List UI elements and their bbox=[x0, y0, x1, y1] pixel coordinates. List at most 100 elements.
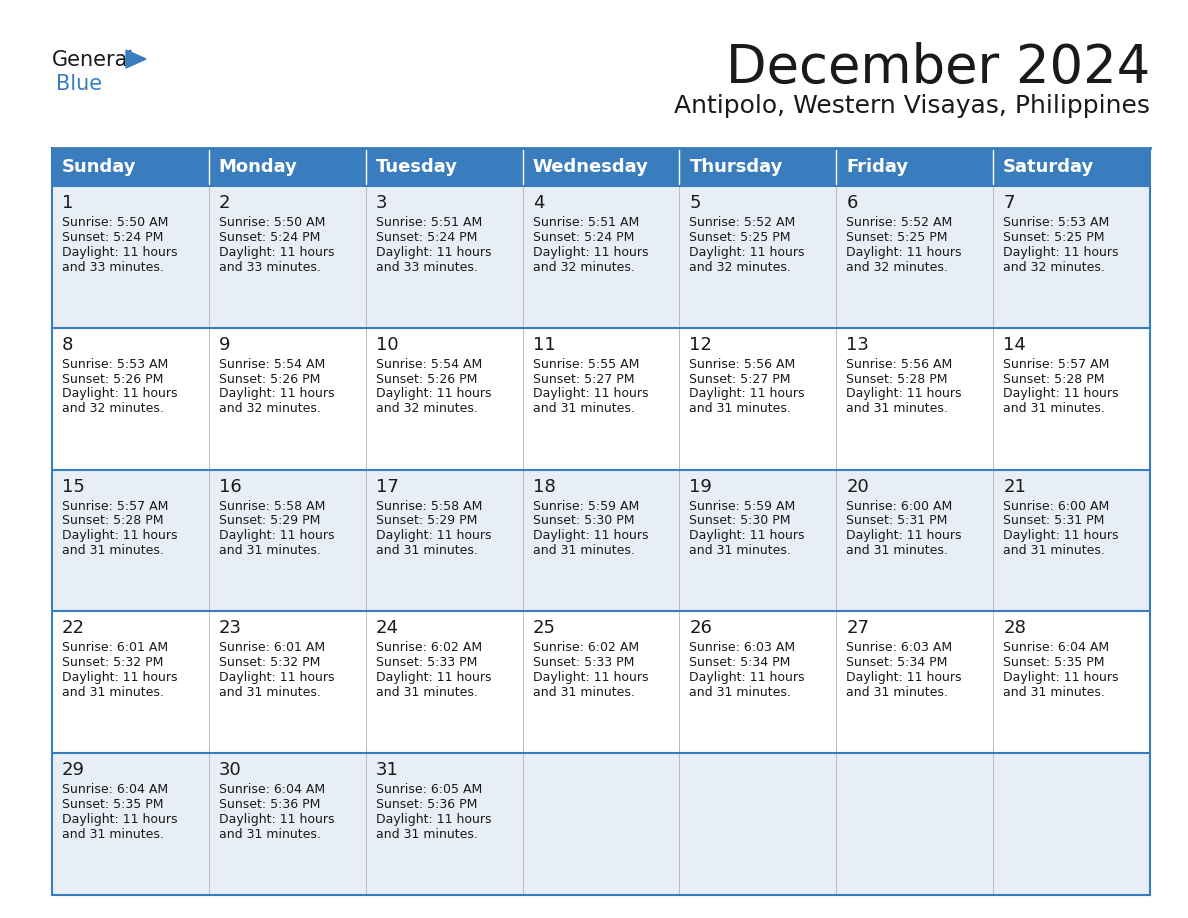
Text: Sunset: 5:33 PM: Sunset: 5:33 PM bbox=[532, 656, 634, 669]
Text: Friday: Friday bbox=[846, 158, 909, 176]
Text: and 31 minutes.: and 31 minutes. bbox=[62, 828, 164, 841]
Text: Sunset: 5:32 PM: Sunset: 5:32 PM bbox=[219, 656, 321, 669]
Text: Daylight: 11 hours: Daylight: 11 hours bbox=[62, 387, 177, 400]
Text: 14: 14 bbox=[1003, 336, 1026, 353]
Text: Daylight: 11 hours: Daylight: 11 hours bbox=[532, 387, 649, 400]
Text: 21: 21 bbox=[1003, 477, 1026, 496]
Text: 16: 16 bbox=[219, 477, 241, 496]
Text: and 32 minutes.: and 32 minutes. bbox=[846, 261, 948, 274]
Text: Sunset: 5:24 PM: Sunset: 5:24 PM bbox=[219, 230, 321, 244]
Text: and 31 minutes.: and 31 minutes. bbox=[375, 544, 478, 557]
Text: Daylight: 11 hours: Daylight: 11 hours bbox=[62, 246, 177, 259]
Text: Sunset: 5:27 PM: Sunset: 5:27 PM bbox=[532, 373, 634, 386]
Text: and 31 minutes.: and 31 minutes. bbox=[375, 828, 478, 841]
Text: Sunset: 5:26 PM: Sunset: 5:26 PM bbox=[219, 373, 321, 386]
Text: Sunrise: 6:03 AM: Sunrise: 6:03 AM bbox=[846, 642, 953, 655]
Text: and 32 minutes.: and 32 minutes. bbox=[219, 402, 321, 415]
Text: Daylight: 11 hours: Daylight: 11 hours bbox=[689, 671, 805, 684]
Text: Sunrise: 5:50 AM: Sunrise: 5:50 AM bbox=[62, 216, 169, 229]
Text: Sunrise: 5:52 AM: Sunrise: 5:52 AM bbox=[689, 216, 796, 229]
Text: Daylight: 11 hours: Daylight: 11 hours bbox=[62, 813, 177, 826]
Text: Monday: Monday bbox=[219, 158, 298, 176]
Text: Sunset: 5:25 PM: Sunset: 5:25 PM bbox=[1003, 230, 1105, 244]
Text: and 32 minutes.: and 32 minutes. bbox=[375, 402, 478, 415]
Text: 24: 24 bbox=[375, 620, 399, 637]
Text: and 32 minutes.: and 32 minutes. bbox=[532, 261, 634, 274]
Text: Sunset: 5:28 PM: Sunset: 5:28 PM bbox=[846, 373, 948, 386]
Text: Sunrise: 6:04 AM: Sunrise: 6:04 AM bbox=[62, 783, 169, 796]
Text: Sunset: 5:30 PM: Sunset: 5:30 PM bbox=[689, 514, 791, 528]
Text: Saturday: Saturday bbox=[1003, 158, 1094, 176]
Text: Sunrise: 5:54 AM: Sunrise: 5:54 AM bbox=[219, 358, 326, 371]
Text: Wednesday: Wednesday bbox=[532, 158, 649, 176]
Text: Sunrise: 6:05 AM: Sunrise: 6:05 AM bbox=[375, 783, 482, 796]
Text: 18: 18 bbox=[532, 477, 555, 496]
Text: 17: 17 bbox=[375, 477, 399, 496]
Text: and 31 minutes.: and 31 minutes. bbox=[532, 544, 634, 557]
Text: 26: 26 bbox=[689, 620, 713, 637]
Text: General: General bbox=[52, 50, 134, 70]
Text: Sunrise: 6:02 AM: Sunrise: 6:02 AM bbox=[532, 642, 639, 655]
Bar bbox=[836, 148, 993, 186]
Text: Blue: Blue bbox=[56, 74, 102, 94]
Text: and 31 minutes.: and 31 minutes. bbox=[846, 544, 948, 557]
Text: 15: 15 bbox=[62, 477, 84, 496]
Text: and 31 minutes.: and 31 minutes. bbox=[532, 402, 634, 415]
Text: Daylight: 11 hours: Daylight: 11 hours bbox=[846, 671, 962, 684]
Text: Sunset: 5:31 PM: Sunset: 5:31 PM bbox=[1003, 514, 1105, 528]
Text: Sunset: 5:24 PM: Sunset: 5:24 PM bbox=[532, 230, 634, 244]
Text: and 32 minutes.: and 32 minutes. bbox=[62, 402, 164, 415]
Text: Daylight: 11 hours: Daylight: 11 hours bbox=[219, 813, 334, 826]
Text: and 31 minutes.: and 31 minutes. bbox=[532, 686, 634, 699]
Text: Sunset: 5:26 PM: Sunset: 5:26 PM bbox=[62, 373, 164, 386]
Text: Daylight: 11 hours: Daylight: 11 hours bbox=[219, 671, 334, 684]
Text: Daylight: 11 hours: Daylight: 11 hours bbox=[375, 387, 491, 400]
Text: Sunrise: 5:56 AM: Sunrise: 5:56 AM bbox=[689, 358, 796, 371]
Text: 4: 4 bbox=[532, 194, 544, 212]
Text: and 31 minutes.: and 31 minutes. bbox=[1003, 402, 1105, 415]
Text: Sunset: 5:25 PM: Sunset: 5:25 PM bbox=[689, 230, 791, 244]
Text: 10: 10 bbox=[375, 336, 398, 353]
Text: Sunset: 5:26 PM: Sunset: 5:26 PM bbox=[375, 373, 478, 386]
Text: Daylight: 11 hours: Daylight: 11 hours bbox=[689, 387, 805, 400]
Text: and 31 minutes.: and 31 minutes. bbox=[689, 544, 791, 557]
Text: Sunset: 5:27 PM: Sunset: 5:27 PM bbox=[689, 373, 791, 386]
Text: Sunrise: 6:04 AM: Sunrise: 6:04 AM bbox=[1003, 642, 1110, 655]
Text: Sunset: 5:28 PM: Sunset: 5:28 PM bbox=[62, 514, 164, 528]
Text: Sunrise: 6:00 AM: Sunrise: 6:00 AM bbox=[1003, 499, 1110, 512]
Text: Sunrise: 6:01 AM: Sunrise: 6:01 AM bbox=[62, 642, 169, 655]
Text: Sunset: 5:34 PM: Sunset: 5:34 PM bbox=[689, 656, 791, 669]
Text: 31: 31 bbox=[375, 761, 399, 779]
Text: 13: 13 bbox=[846, 336, 870, 353]
Text: 28: 28 bbox=[1003, 620, 1026, 637]
Bar bbox=[523, 148, 680, 186]
Text: Sunrise: 6:00 AM: Sunrise: 6:00 AM bbox=[846, 499, 953, 512]
Text: and 31 minutes.: and 31 minutes. bbox=[846, 402, 948, 415]
Text: Daylight: 11 hours: Daylight: 11 hours bbox=[1003, 246, 1119, 259]
Text: and 31 minutes.: and 31 minutes. bbox=[375, 686, 478, 699]
Text: Sunset: 5:29 PM: Sunset: 5:29 PM bbox=[375, 514, 478, 528]
Text: Daylight: 11 hours: Daylight: 11 hours bbox=[375, 813, 491, 826]
Text: Sunrise: 5:53 AM: Sunrise: 5:53 AM bbox=[1003, 216, 1110, 229]
Bar bbox=[366, 148, 523, 186]
Text: and 31 minutes.: and 31 minutes. bbox=[1003, 544, 1105, 557]
Bar bbox=[209, 148, 366, 186]
Text: and 31 minutes.: and 31 minutes. bbox=[62, 686, 164, 699]
Text: Daylight: 11 hours: Daylight: 11 hours bbox=[62, 530, 177, 543]
Text: 29: 29 bbox=[62, 761, 86, 779]
Text: 11: 11 bbox=[532, 336, 555, 353]
Text: 27: 27 bbox=[846, 620, 870, 637]
Text: Sunset: 5:31 PM: Sunset: 5:31 PM bbox=[846, 514, 948, 528]
Text: and 33 minutes.: and 33 minutes. bbox=[219, 261, 321, 274]
Text: Daylight: 11 hours: Daylight: 11 hours bbox=[1003, 671, 1119, 684]
Polygon shape bbox=[126, 50, 146, 68]
Text: Sunset: 5:32 PM: Sunset: 5:32 PM bbox=[62, 656, 164, 669]
Text: and 31 minutes.: and 31 minutes. bbox=[219, 828, 321, 841]
Text: Sunset: 5:25 PM: Sunset: 5:25 PM bbox=[846, 230, 948, 244]
Text: Sunset: 5:36 PM: Sunset: 5:36 PM bbox=[375, 798, 478, 811]
Text: Sunrise: 6:02 AM: Sunrise: 6:02 AM bbox=[375, 642, 482, 655]
Text: Daylight: 11 hours: Daylight: 11 hours bbox=[375, 530, 491, 543]
Text: and 31 minutes.: and 31 minutes. bbox=[1003, 686, 1105, 699]
Text: and 32 minutes.: and 32 minutes. bbox=[689, 261, 791, 274]
Text: Sunset: 5:35 PM: Sunset: 5:35 PM bbox=[1003, 656, 1105, 669]
